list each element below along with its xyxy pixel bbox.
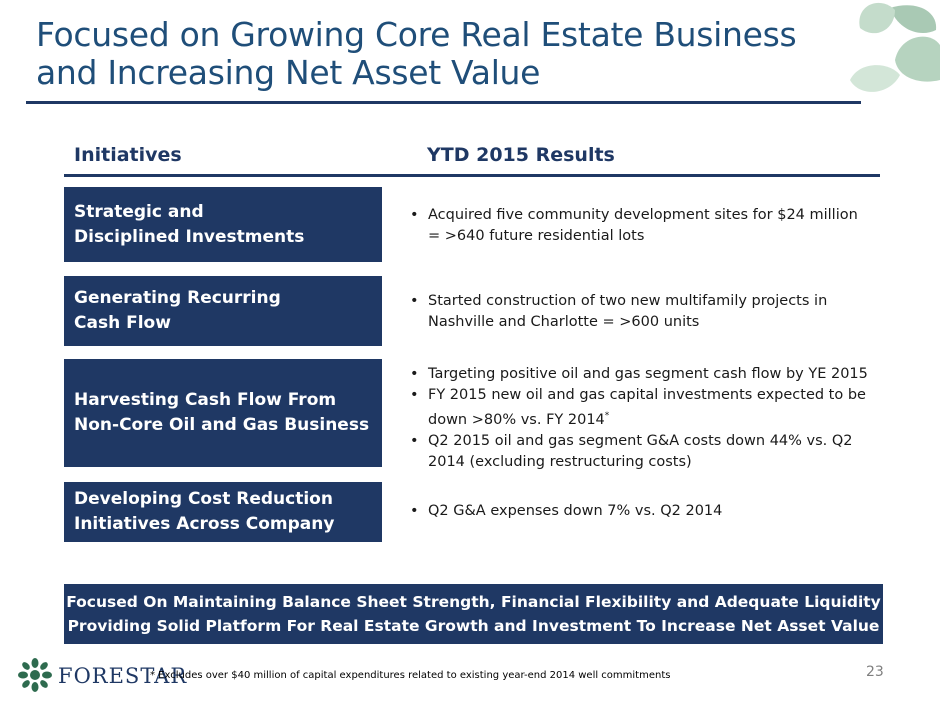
initiative-box-cash-flow: Generating Recurring Cash Flow: [64, 276, 382, 346]
result-text: = >640 future residential lots: [428, 228, 645, 244]
logo-wordmark: FORESTAR: [58, 664, 188, 688]
footnote-marker: *: [604, 411, 610, 421]
result-item: Started construction of two new multifam…: [410, 291, 880, 333]
leaves-decoration-icon: [850, 2, 940, 92]
page-number: 23: [866, 664, 884, 680]
result-item: FY 2015 new oil and gas capital investme…: [410, 385, 880, 431]
results-list-strategic: Acquired five community development site…: [410, 205, 880, 247]
result-text: FY 2015 new oil and gas capital investme…: [428, 387, 866, 403]
result-text: down >80% vs. FY 2014: [428, 411, 605, 428]
initiative-label: Cash Flow: [74, 313, 171, 333]
initiative-label: Non-Core Oil and Gas Business: [74, 415, 370, 435]
footnote: * Excludes over $40 million of capital e…: [150, 670, 671, 681]
banner-line-2: Providing Solid Platform For Real Estate…: [67, 617, 880, 635]
title-line-1: Focused on Growing Core Real Estate Busi…: [36, 15, 797, 54]
result-item: Q2 G&A expenses down 7% vs. Q2 2014: [410, 501, 880, 522]
initiative-box-strategic: Strategic and Disciplined Investments: [64, 187, 382, 262]
results-list-cost-reduction: Q2 G&A expenses down 7% vs. Q2 2014: [410, 501, 880, 522]
result-text: Q2 2015 oil and gas segment G&A costs do…: [428, 432, 853, 449]
result-text: Acquired five community development site…: [428, 207, 858, 223]
result-item: Targeting positive oil and gas segment c…: [410, 364, 880, 385]
initiative-label: Developing Cost Reduction: [74, 489, 333, 509]
initiative-label: Disciplined Investments: [74, 226, 305, 247]
results-list-cash-flow: Started construction of two new multifam…: [410, 291, 880, 333]
initiative-box-cost-reduction: Developing Cost Reduction Initiatives Ac…: [64, 482, 382, 542]
results-list-oil-gas: Targeting positive oil and gas segment c…: [410, 364, 880, 473]
result-text: 2014 (excluding restructuring costs): [428, 453, 692, 470]
result-text: Q2 G&A expenses down 7% vs. Q2 2014: [428, 503, 723, 519]
initiative-label: Harvesting Cash Flow From: [74, 390, 337, 410]
result-text: Targeting positive oil and gas segment c…: [428, 366, 868, 382]
initiative-label: Initiatives Across Company: [74, 514, 335, 534]
tree-logo-icon: [18, 658, 52, 692]
initiative-box-oil-gas: Harvesting Cash Flow From Non-Core Oil a…: [64, 359, 382, 467]
header-divider: [64, 174, 880, 177]
company-logo: FORESTAR: [18, 658, 187, 694]
page-title: Focused on Growing Core Real Estate Busi…: [36, 16, 836, 92]
title-line-2: and Increasing Net Asset Value: [36, 53, 541, 92]
results-header: YTD 2015 Results: [427, 144, 615, 166]
result-text: Started construction of two new multifam…: [428, 293, 828, 309]
initiative-label: Strategic and: [74, 201, 204, 222]
result-item: Acquired five community development site…: [410, 205, 880, 247]
summary-banner: Focused On Maintaining Balance Sheet Str…: [64, 584, 883, 644]
title-divider: [26, 101, 861, 104]
result-item: Q2 2015 oil and gas segment G&A costs do…: [410, 431, 880, 473]
result-text: Nashville and Charlotte = >600 units: [428, 314, 700, 330]
initiative-label: Generating Recurring: [74, 288, 281, 308]
initiatives-header: Initiatives: [74, 144, 182, 166]
banner-line-1: Focused On Maintaining Balance Sheet Str…: [66, 593, 881, 611]
